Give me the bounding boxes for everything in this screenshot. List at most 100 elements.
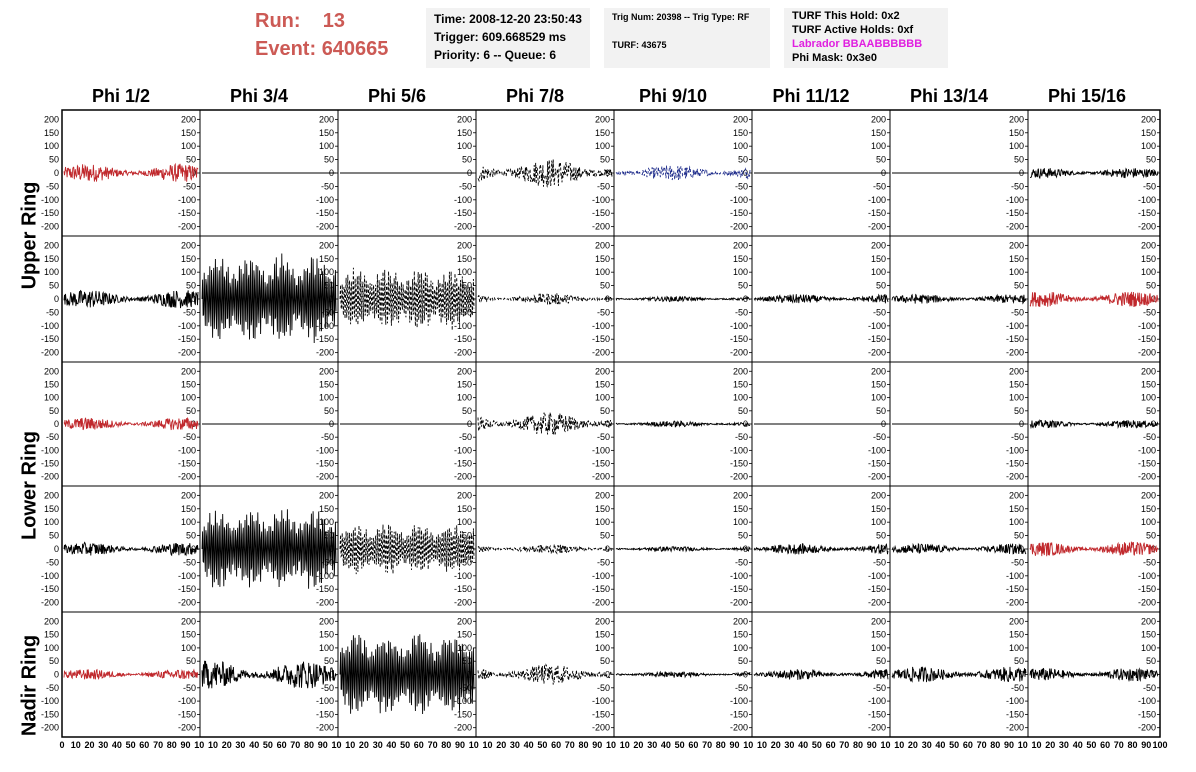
y-tick-label: -100 xyxy=(868,445,886,455)
y-tick-label: 100 xyxy=(457,643,472,653)
y-tick-label: -50 xyxy=(735,181,748,191)
y-tick-label: 150 xyxy=(457,379,472,389)
y-tick-label-left: -100 xyxy=(41,571,59,581)
x-tick-label: 70 xyxy=(153,740,163,750)
y-tick-label: 100 xyxy=(1141,517,1156,527)
y-tick-label: 50 xyxy=(1146,281,1156,291)
x-tick-label: 80 xyxy=(853,740,863,750)
y-tick-label: 0 xyxy=(191,294,196,304)
waveform-trace xyxy=(891,293,1027,305)
y-tick-label: -150 xyxy=(1006,459,1024,469)
x-tick-label: 20 xyxy=(359,740,369,750)
y-tick-label-left: -200 xyxy=(41,472,59,482)
y-tick-label: 50 xyxy=(1146,656,1156,666)
x-tick-label: 0 xyxy=(59,740,64,750)
y-tick-label: 150 xyxy=(1141,128,1156,138)
y-tick-label: -100 xyxy=(592,445,610,455)
phi-header-2: Phi 3/4 xyxy=(229,86,289,106)
x-tick-label: 40 xyxy=(112,740,122,750)
y-tick-label: 100 xyxy=(871,393,886,403)
y-tick-label: -150 xyxy=(316,709,334,719)
waveform-cell-r5-c1: 200200150150100100505000-50-50-100-100-1… xyxy=(41,611,201,738)
y-tick-label: 150 xyxy=(871,379,886,389)
y-tick-label: 200 xyxy=(457,490,472,500)
y-tick-label: 200 xyxy=(871,240,886,250)
phi-header-6: Phi 11/12 xyxy=(772,86,850,106)
waveform-trace xyxy=(477,159,613,188)
phi-header-4: Phi 7/8 xyxy=(505,86,565,106)
waveform-cell-r2-c1: 200 200 150 150 100 100 50 50 0 0 -50 -50 -100 -100 -1… xyxy=(41,235,201,363)
y-tick-label: -50 xyxy=(321,432,334,442)
waveform-trace xyxy=(201,253,337,344)
x-tick-label: 70 xyxy=(428,740,438,750)
x-tick-label: 40 xyxy=(524,740,534,750)
y-tick-label: 50 xyxy=(462,155,472,165)
y-tick-label-left: 0 xyxy=(54,419,59,429)
y-tick-label: -150 xyxy=(1138,459,1156,469)
y-tick-label: 150 xyxy=(319,254,334,264)
y-tick-label: 50 xyxy=(462,656,472,666)
x-tick-label: 90 xyxy=(592,740,602,750)
waveform-trace xyxy=(63,289,199,309)
y-tick-label: 100 xyxy=(1141,643,1156,653)
phi-header-8: Phi 15/16 xyxy=(1047,86,1127,106)
y-tick-label: 150 xyxy=(595,128,610,138)
x-tick-label: 80 xyxy=(167,740,177,750)
y-tick-label: -50 xyxy=(321,683,334,693)
y-tick-label: -200 xyxy=(316,598,334,608)
x-tick-label: 10 xyxy=(1018,740,1028,750)
y-tick-label: -150 xyxy=(316,334,334,344)
x-tick-label: 50 xyxy=(537,740,547,750)
y-tick-label-left: 100 xyxy=(44,643,59,653)
y-tick-label: -200 xyxy=(316,472,334,482)
y-tick-label-left: -50 xyxy=(46,181,59,191)
y-tick-label: 50 xyxy=(876,656,886,666)
y-tick-label: 50 xyxy=(1146,155,1156,165)
y-tick-label: -150 xyxy=(454,334,472,344)
y-tick-label: -150 xyxy=(178,584,196,594)
x-tick-label: 20 xyxy=(222,740,232,750)
y-tick-label-left: 0 xyxy=(54,294,59,304)
y-tick-label: -150 xyxy=(316,208,334,218)
x-tick-label: 10 xyxy=(482,740,492,750)
x-tick-label: 20 xyxy=(496,740,506,750)
waveform-cell-r1-c1: 200200150150100100505000-50-50-100-100-1… xyxy=(41,109,201,237)
y-tick-label: 200 xyxy=(457,366,472,376)
y-tick-label: -150 xyxy=(454,709,472,719)
y-tick-label: -50 xyxy=(1143,432,1156,442)
y-tick-label-left: -150 xyxy=(41,709,59,719)
y-tick-label: -100 xyxy=(316,195,334,205)
y-tick-label: 100 xyxy=(1009,267,1024,277)
x-tick-label: 80 xyxy=(304,740,314,750)
y-tick-label: 0 xyxy=(1019,294,1024,304)
x-tick-label: 60 xyxy=(139,740,149,750)
y-tick-label-left: 100 xyxy=(44,517,59,527)
phi-header-7: Phi 13/14 xyxy=(909,86,989,106)
time-info-box: Time: 2008-12-20 23:50:43 Trigger: 609.6… xyxy=(426,8,590,68)
y-tick-label: -100 xyxy=(178,445,196,455)
y-tick-label: -200 xyxy=(1006,723,1024,733)
y-tick-label: 50 xyxy=(324,155,334,165)
y-tick-label: -50 xyxy=(183,181,196,191)
y-tick-label: 200 xyxy=(319,114,334,124)
y-tick-label: 50 xyxy=(186,155,196,165)
y-tick-label: -150 xyxy=(1006,208,1024,218)
labrador-text: Labrador BBAABBBBBB xyxy=(792,38,923,50)
y-tick-label: 150 xyxy=(319,379,334,389)
x-tick-label: 60 xyxy=(551,740,561,750)
x-tick-label: 30 xyxy=(1059,740,1069,750)
y-tick-label: -200 xyxy=(868,348,886,358)
y-tick-label: 50 xyxy=(1146,531,1156,541)
waveform-cell-r5-c6: 200 150 100 50 0 -50 -100 -150 -200 xyxy=(751,611,891,738)
waveform-trace xyxy=(615,670,751,679)
y-tick-label: 200 xyxy=(871,114,886,124)
y-tick-label: -100 xyxy=(1006,195,1024,205)
y-tick-label: 100 xyxy=(1009,517,1024,527)
